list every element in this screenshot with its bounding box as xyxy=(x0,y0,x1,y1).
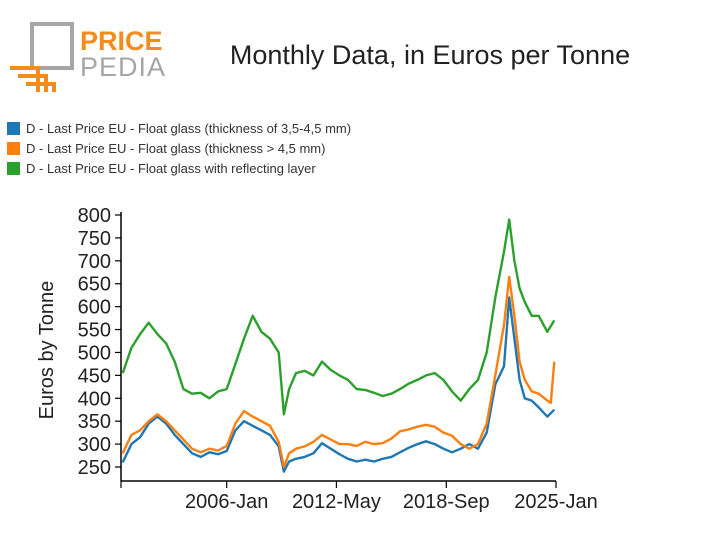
legend-swatch-orange xyxy=(7,141,20,155)
legend-label: D - Last Price EU - Float glass (thickne… xyxy=(26,120,352,136)
y-tick-label: 600 xyxy=(78,297,111,319)
legend-label: D - Last Price EU - Float glass (thickne… xyxy=(26,140,326,156)
y-tick-label: 500 xyxy=(78,342,111,364)
legend-entry-thin-float-glass: D - Last Price EU - Float glass (thickne… xyxy=(7,118,351,138)
series-line-3 xyxy=(121,218,556,416)
y-axis-label: Euros by Tonne xyxy=(36,281,58,420)
logo-mark xyxy=(10,22,74,92)
y-tick-label: 550 xyxy=(78,320,111,342)
pricepedia-logo: PRICE PEDIA xyxy=(8,22,168,94)
chart-legend: D - Last Price EU - Float glass (thickne… xyxy=(7,118,351,178)
legend-entry-reflecting-glass: D - Last Price EU - Float glass with ref… xyxy=(7,158,351,178)
x-tick-label: 2018-Sep xyxy=(403,491,490,513)
legend-entry-thick-float-glass: D - Last Price EU - Float glass (thickne… xyxy=(7,138,351,158)
x-tick-label: 2025-Jan xyxy=(514,491,597,513)
x-tick-label: 2012-May xyxy=(292,491,381,513)
y-tick-label: 300 xyxy=(78,434,111,456)
y-tick-label: 400 xyxy=(78,388,111,410)
series-line-2 xyxy=(121,275,556,469)
y-tick-label: 700 xyxy=(78,251,111,273)
legend-swatch-green xyxy=(7,161,20,175)
logo-word-price: PRICE xyxy=(80,26,163,56)
y-tick-label: 750 xyxy=(78,228,111,250)
y-tick-label: 800 xyxy=(78,205,111,227)
y-tick-label: 350 xyxy=(78,411,111,433)
series-layer xyxy=(121,218,556,473)
x-axis: 2006-Jan 2012-May 2018-Sep 2025-Jan xyxy=(120,480,598,513)
series-line-1 xyxy=(121,296,556,473)
chart-title: Monthly Data, in Euros per Tonne xyxy=(229,40,631,70)
y-tick-label: 650 xyxy=(78,274,111,296)
y-tick-label: 250 xyxy=(78,457,111,479)
legend-label: D - Last Price EU - Float glass with ref… xyxy=(26,160,316,176)
y-tick-label: 450 xyxy=(78,365,111,387)
logo-word-pedia: PEDIA xyxy=(80,52,166,82)
legend-swatch-blue xyxy=(7,121,20,135)
x-tick-label: 2006-Jan xyxy=(185,491,268,513)
